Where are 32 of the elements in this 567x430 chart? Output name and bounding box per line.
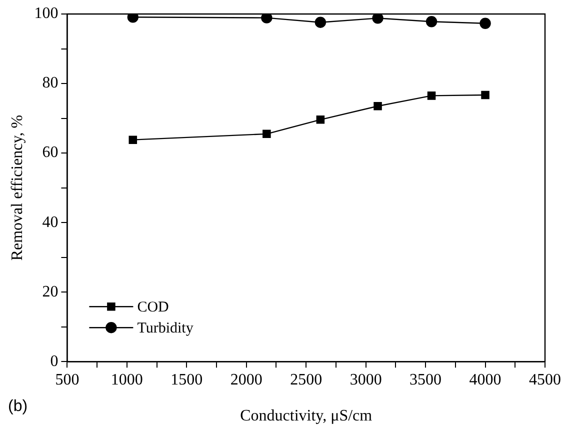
x-tick-label: 1000 xyxy=(110,371,143,388)
point xyxy=(426,16,438,28)
point xyxy=(372,14,384,24)
point xyxy=(262,130,271,138)
y-tick-label: 20 xyxy=(42,283,58,300)
y-axis-title: Removal efficiency, % xyxy=(8,114,26,261)
x-axis-title: Conductivity, μS/cm xyxy=(240,408,373,425)
legend-label: COD xyxy=(137,300,170,316)
x-tick-label: 4500 xyxy=(529,371,561,388)
x-tick-label: 2500 xyxy=(290,371,322,388)
point xyxy=(481,90,490,100)
point xyxy=(128,136,138,144)
x-tick-label: 3000 xyxy=(350,371,382,388)
point xyxy=(261,14,272,24)
point xyxy=(374,102,382,110)
point xyxy=(127,14,138,23)
x-tick-label: 1500 xyxy=(170,371,203,388)
legend-label: Turbidity xyxy=(137,320,194,337)
point xyxy=(314,16,326,28)
point xyxy=(480,18,491,29)
point xyxy=(427,92,436,100)
x-tick-label: 500 xyxy=(55,371,80,388)
x-tick-label: 3500 xyxy=(410,371,442,388)
text: (b) xyxy=(8,398,28,416)
x-tick-label: 4000 xyxy=(469,371,502,388)
y-tick-label: 60 xyxy=(42,144,58,162)
y-tick-label: 100 xyxy=(34,5,58,22)
y-tick-label: 40 xyxy=(42,214,58,231)
y-tick-label: 0 xyxy=(50,352,58,370)
x-tick-label: 2000 xyxy=(230,371,262,388)
y-tick-label: 80 xyxy=(42,74,58,92)
point xyxy=(316,116,325,124)
